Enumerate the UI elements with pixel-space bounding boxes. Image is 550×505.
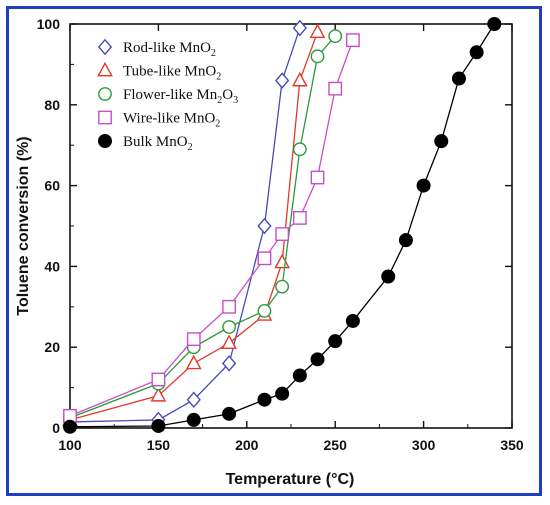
plot-area: 100 150 200 250 300 350 0 20 40 60 80 100 Rod-like M… [37,16,524,453]
legend-text-part: Flower-like Mn [123,87,218,103]
y-axis-title: Toluene conversion (%) [15,136,32,315]
data-point [257,251,272,266]
x-tick-label: 350 [500,437,524,453]
legend-subscript: 2 [188,142,193,153]
x-tick-label: 250 [324,437,348,453]
data-point [150,387,167,402]
data-point [328,81,343,96]
data-point [292,142,307,157]
data-point [257,303,272,318]
data-point [292,19,307,37]
legend-subscript: 2 [216,72,221,83]
legend-marker [98,110,112,125]
data-point [275,72,290,89]
data-point [257,217,272,235]
data-point [292,211,307,225]
legend-subscript: 2 [217,95,222,106]
data-point [257,392,272,407]
data-point [328,29,343,44]
x-tick-label: 100 [58,437,82,453]
data-point [185,354,202,370]
data-point [451,71,466,86]
data-point [487,17,502,31]
series-line [69,31,319,421]
data-point [186,412,201,427]
legend-text-part: Rod-like MnO [123,40,211,56]
series-4 [63,17,502,434]
data-point [186,391,201,408]
legend-subscript: 3 [233,95,238,106]
legend-label: Bulk MnO2 [123,134,193,153]
legend-marker [98,134,112,148]
data-point [345,313,360,328]
data-point [416,178,431,193]
chart-frame [6,6,542,496]
y-tick-label: 100 [37,16,61,32]
legend-label: Tube-like MnO2 [123,64,221,83]
data-point [291,71,308,87]
data-point [221,334,237,350]
legend-marker [97,38,113,56]
data-point [469,45,484,60]
legend-subscript: 2 [215,119,220,130]
y-tick-label: 40 [44,258,60,274]
data-point [381,269,396,284]
legend-label: Wire-like MnO2 [123,111,220,130]
data-point [186,332,201,347]
legend-label: Flower-like Mn2O3 [123,87,238,106]
data-point [151,418,166,433]
x-tick-label: 200 [235,437,259,453]
legend-subscript: 2 [211,48,216,59]
legend-text-part: Wire-like MnO [123,111,215,127]
y-tick-label: 80 [44,97,60,113]
x-axis-title: Temperature (°C) [226,471,355,488]
data-point [275,227,290,241]
data-point [275,279,290,294]
series-3 [63,33,360,423]
data-point [345,33,360,48]
y-tick-label: 0 [52,420,60,436]
data-point [63,419,77,434]
data-point [275,386,290,401]
series-0 [62,19,307,431]
data-point [310,170,325,185]
data-point [310,352,325,367]
data-point [434,134,449,149]
y-tick-label: 20 [44,339,60,355]
data-point [398,233,413,248]
legend-text-part: Bulk MnO [123,134,188,150]
legend-marker [98,87,112,101]
data-point [309,23,326,38]
data-point [221,355,237,372]
x-tick-label: 300 [412,437,436,453]
data-point [222,320,237,334]
legend-text-part: O [222,87,233,103]
series-line [69,39,354,417]
data-point [292,368,307,383]
data-point [274,253,291,269]
y-tick-label: 60 [44,178,60,194]
x-tick-label: 150 [147,437,171,453]
data-point [222,406,237,421]
data-point [310,49,325,64]
legend-text-part: Tube-like MnO [123,64,216,80]
data-point [328,334,343,349]
legend-marker [97,61,113,77]
data-point [151,372,166,387]
data-point [222,299,237,314]
legend-label: Rod-like MnO2 [123,40,216,59]
